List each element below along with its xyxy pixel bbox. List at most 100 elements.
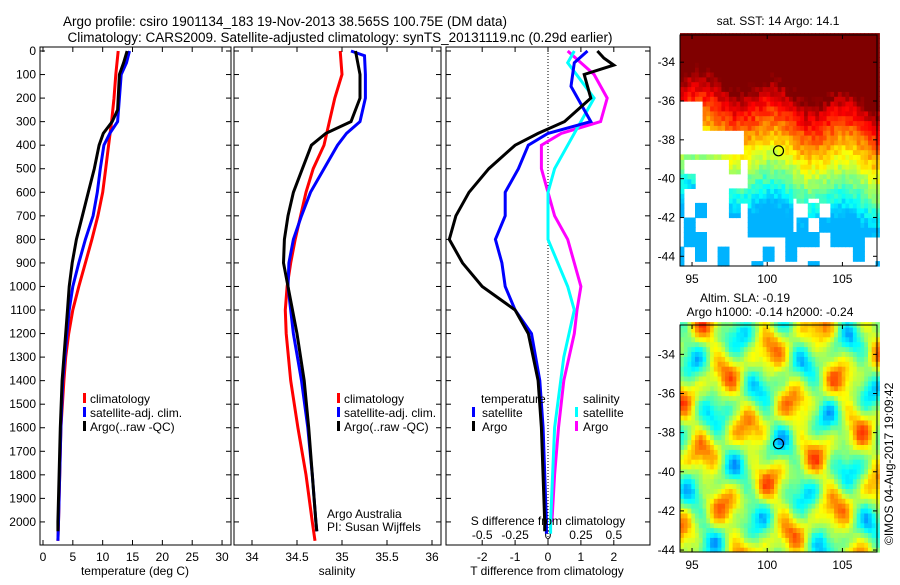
map-cell [695,532,700,538]
map-cell [687,178,692,185]
map-cell [826,193,831,199]
map-cell [811,410,816,416]
map-cell [755,105,760,112]
map-cell [747,331,753,338]
map-cell [740,444,745,450]
map-cell [728,57,734,63]
map-cell [785,434,790,441]
map-cell [781,473,786,480]
map-cell [826,198,831,204]
map-cell [785,139,790,146]
map-cell [830,371,835,377]
map-cell [732,351,737,357]
map-cell [781,429,786,436]
salinity-legend: climatology satellite-adj. clim. Argo(..… [327,392,436,534]
map-cell [732,71,737,78]
map-cell [875,503,880,509]
map-cell [860,508,865,514]
map-cell [770,149,775,155]
map-cell [691,86,696,92]
map-cell [777,130,783,136]
map-cell [777,57,783,63]
map-cell [860,37,865,44]
map-cell [732,439,737,445]
map-cell [755,488,760,494]
map-cell [740,463,745,470]
map-cell [845,76,850,83]
map-cell [800,52,805,58]
map-cell [807,463,813,470]
map-cell [721,508,726,514]
map-cell [751,130,756,136]
map-cell [740,517,745,524]
map-cell [710,508,715,514]
map-cell [789,517,794,524]
map-cell [766,120,771,126]
map-cell [713,449,719,455]
map-cell [683,154,689,160]
map-cell [796,71,801,78]
map-cell [698,366,704,372]
map-cell [789,154,794,160]
map-cell [841,341,847,348]
map-cell [774,341,779,348]
map-cell [796,346,801,352]
map-cell [777,212,783,219]
map-cell [747,110,753,117]
map-cell [849,424,854,431]
map-cell [804,115,809,122]
map-cell [841,429,847,436]
map-cell [841,459,847,465]
map-cell [864,459,869,465]
map-cell [777,493,783,499]
map-cell [736,207,741,214]
map-cell [830,139,835,146]
map-cell [800,241,805,248]
map-cell [796,188,801,194]
map-cell [837,493,843,499]
map-cell [834,424,839,431]
map-cell [822,473,828,480]
map-cell [766,439,771,445]
map-cell [804,91,809,97]
map-cell [747,232,753,238]
map-cell [834,512,839,519]
map-cell [796,522,801,529]
map-cell [710,47,715,54]
map-cell [774,57,779,63]
map-cell [830,498,835,504]
map-cell [736,76,741,83]
map-cell [698,527,704,533]
map-cell [698,47,704,54]
map-cell [759,81,764,88]
map-cell [781,508,786,514]
map-cell [728,444,734,450]
map-cell [751,336,756,343]
map-cell [747,336,753,343]
map-cell [834,149,839,155]
map-cell [721,366,726,372]
map-cell [826,537,831,543]
map-cell [860,341,865,348]
map-cell [856,86,862,92]
map-cell [875,91,880,97]
map-cell [830,503,835,509]
map-cell [864,105,869,112]
map-cell [796,375,801,382]
map-cell [680,522,685,529]
map-cell [680,67,685,73]
map-cell [800,468,805,475]
map-cell [841,503,847,509]
map-cell [796,76,801,83]
map-cell [691,37,696,44]
map-cell [713,351,719,357]
map-cell [868,405,873,411]
map-cell [830,522,835,529]
map-cell [789,512,794,519]
map-cell [762,527,768,533]
map-cell [852,449,858,455]
map-cell [841,47,847,54]
map-cell [698,71,704,78]
map-cell [680,47,685,54]
map-cell [830,463,835,470]
